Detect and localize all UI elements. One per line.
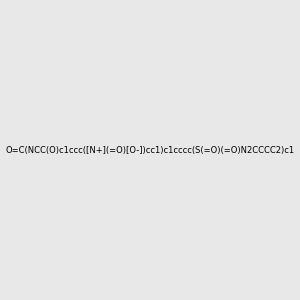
Text: O=C(NCC(O)c1ccc([N+](=O)[O-])cc1)c1cccc(S(=O)(=O)N2CCCC2)c1: O=C(NCC(O)c1ccc([N+](=O)[O-])cc1)c1cccc(… xyxy=(5,146,295,154)
